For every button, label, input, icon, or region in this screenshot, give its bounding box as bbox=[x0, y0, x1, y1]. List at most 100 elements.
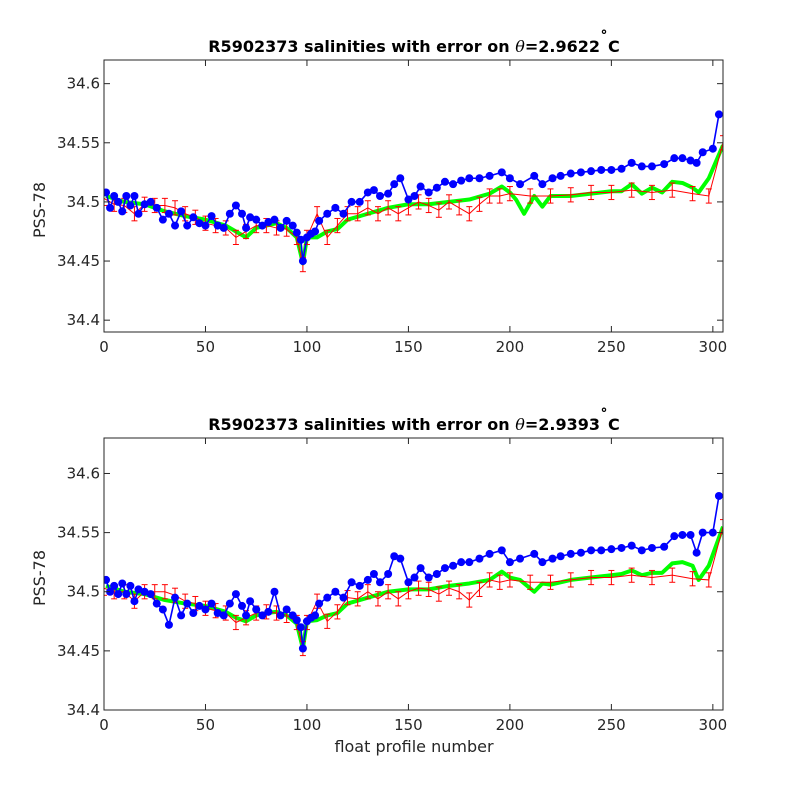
data-point bbox=[708, 528, 717, 537]
data-point bbox=[404, 195, 413, 204]
data-point bbox=[315, 216, 324, 225]
data-point bbox=[231, 590, 240, 599]
data-point bbox=[126, 201, 135, 210]
title-unit: C bbox=[608, 37, 620, 56]
data-point bbox=[440, 177, 449, 186]
y-axis-label: PSS-78 bbox=[30, 550, 49, 606]
data-point bbox=[189, 609, 198, 618]
data-point bbox=[686, 156, 695, 165]
x-tick-label: 300 bbox=[699, 338, 728, 356]
data-point bbox=[315, 599, 324, 608]
data-point bbox=[171, 593, 180, 602]
x-tick-label: 50 bbox=[196, 716, 215, 734]
title-symbol: θ bbox=[515, 37, 525, 56]
data-point bbox=[396, 554, 405, 563]
data-point bbox=[270, 587, 279, 596]
chart-title: R5902373 salinities with error on θ=2.96… bbox=[208, 29, 620, 56]
data-point bbox=[183, 221, 192, 230]
y-tick-label: 34.55 bbox=[57, 524, 100, 542]
data-point bbox=[376, 578, 385, 587]
y-tick-label: 34.6 bbox=[67, 464, 100, 482]
data-point bbox=[201, 221, 210, 230]
data-point bbox=[130, 597, 139, 606]
data-point bbox=[292, 616, 301, 625]
x-tick-label: 250 bbox=[597, 716, 626, 734]
data-point bbox=[311, 227, 320, 236]
data-point bbox=[195, 219, 204, 228]
data-point bbox=[660, 160, 669, 169]
y-tick-label: 34.45 bbox=[57, 252, 100, 270]
data-point bbox=[692, 158, 701, 167]
data-point bbox=[219, 611, 228, 620]
data-point bbox=[134, 585, 143, 594]
plot-content bbox=[104, 110, 723, 273]
data-point bbox=[311, 611, 320, 620]
data-point bbox=[424, 573, 433, 582]
data-point bbox=[298, 644, 307, 653]
data-point bbox=[158, 605, 167, 614]
data-point bbox=[566, 169, 575, 178]
x-tick-label: 300 bbox=[699, 716, 728, 734]
data-point bbox=[475, 174, 484, 183]
data-point bbox=[225, 599, 234, 608]
data-point bbox=[576, 168, 585, 177]
data-point bbox=[288, 221, 297, 230]
data-point bbox=[177, 611, 186, 620]
data-point bbox=[118, 579, 127, 588]
data-point bbox=[548, 174, 557, 183]
x-tick-label: 50 bbox=[196, 338, 215, 356]
data-point bbox=[258, 221, 267, 230]
data-point bbox=[607, 545, 616, 554]
data-point bbox=[177, 207, 186, 216]
data-point bbox=[465, 558, 474, 567]
data-point bbox=[432, 570, 441, 578]
x-tick-label: 150 bbox=[394, 338, 423, 356]
data-point bbox=[497, 168, 506, 177]
data-point bbox=[298, 257, 307, 266]
data-point bbox=[276, 223, 285, 232]
data-point bbox=[714, 110, 723, 119]
data-point bbox=[126, 581, 135, 590]
data-point bbox=[678, 154, 687, 163]
data-point bbox=[323, 209, 332, 218]
data-point bbox=[339, 593, 348, 602]
data-point bbox=[647, 543, 656, 552]
y-tick-label: 34.5 bbox=[67, 583, 100, 601]
data-point bbox=[130, 192, 139, 200]
x-tick-label: 200 bbox=[496, 338, 525, 356]
data-point bbox=[660, 542, 669, 551]
x-axis-label: float profile number bbox=[334, 737, 494, 756]
data-point bbox=[637, 162, 646, 171]
data-point bbox=[670, 154, 679, 163]
series-line bbox=[105, 495, 720, 649]
data-point bbox=[110, 192, 119, 200]
y-tick-label: 34.45 bbox=[57, 642, 100, 660]
data-point bbox=[171, 221, 180, 230]
data-point bbox=[607, 165, 616, 174]
data-point bbox=[698, 148, 707, 157]
data-point bbox=[331, 203, 340, 212]
data-point bbox=[114, 590, 123, 599]
data-point bbox=[118, 207, 127, 216]
data-point bbox=[258, 611, 267, 620]
data-point bbox=[485, 549, 494, 558]
data-point bbox=[219, 223, 228, 232]
data-point bbox=[207, 599, 216, 608]
data-point bbox=[201, 605, 210, 614]
y-tick-label: 34.4 bbox=[67, 701, 100, 719]
data-point bbox=[225, 209, 234, 218]
data-point bbox=[556, 552, 565, 561]
data-point bbox=[384, 189, 393, 198]
data-point bbox=[440, 564, 449, 573]
data-point bbox=[122, 192, 131, 200]
data-point bbox=[449, 180, 458, 189]
data-point bbox=[576, 548, 585, 557]
data-point bbox=[627, 158, 636, 167]
data-point bbox=[152, 599, 161, 608]
data-point bbox=[410, 192, 419, 200]
title-symbol: θ bbox=[515, 415, 525, 434]
x-tick-label: 100 bbox=[293, 338, 322, 356]
chart-bottom: R5902373 salinities with error on θ=2.93… bbox=[30, 407, 727, 756]
data-point bbox=[475, 554, 484, 563]
data-point bbox=[416, 564, 425, 573]
